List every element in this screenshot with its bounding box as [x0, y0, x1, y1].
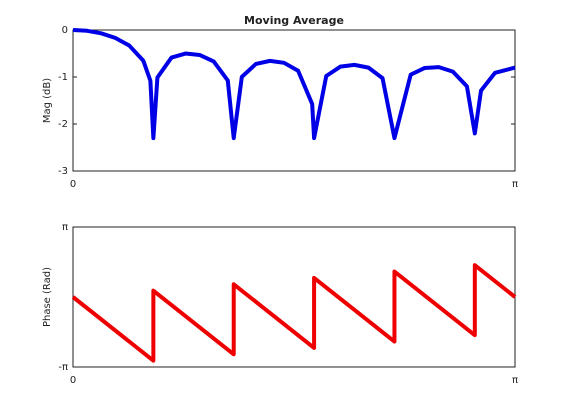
- axes-box: [72, 226, 516, 368]
- axes-box: [72, 29, 516, 172]
- x-tick-label: π: [512, 375, 518, 386]
- y-tick-label: -π: [58, 362, 68, 373]
- y-axis-label: Phase (Rad): [42, 267, 53, 327]
- y-tick-label: -3: [58, 166, 68, 177]
- x-tick-label: π: [512, 179, 518, 190]
- data-line: [71, 263, 517, 363]
- y-tick-label: -1: [58, 72, 68, 83]
- y-tick-label: π: [62, 222, 68, 233]
- x-tick-label: 0: [70, 179, 76, 190]
- chart-title: Moving Average: [244, 14, 344, 27]
- x-tick-label: 0: [70, 375, 76, 386]
- data-line: [72, 28, 516, 141]
- y-tick-label: -2: [58, 119, 68, 130]
- y-tick-label: 0: [62, 25, 68, 36]
- y-axis-label: Mag (dB): [42, 78, 53, 123]
